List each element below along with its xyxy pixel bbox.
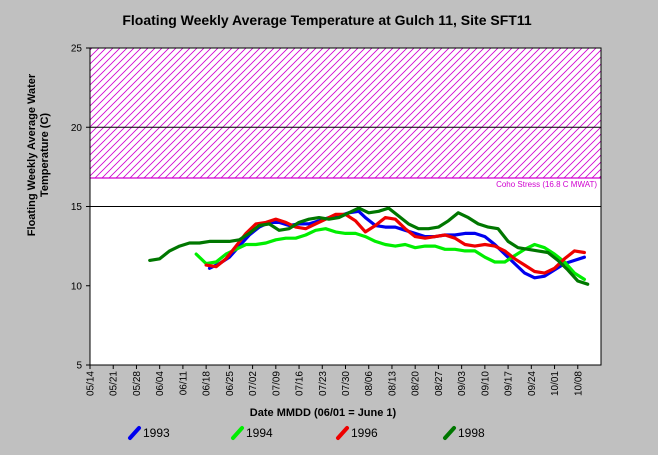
x-tick-label-06-25: 06/25	[225, 371, 236, 396]
legend-swatch-1996	[336, 426, 349, 440]
x-tick-label-07-23: 07/23	[318, 371, 329, 396]
x-tick-label-07-30: 07/30	[341, 371, 352, 396]
x-tick-label-07-02: 07/02	[248, 371, 259, 396]
chart-title: Floating Weekly Average Temperature at G…	[122, 12, 531, 28]
legend-label-1998: 1998	[458, 426, 485, 440]
legend-swatch-1993	[128, 426, 141, 440]
series-line-1998	[148, 206, 590, 286]
y-axis-title-line-2: Temperature (C)	[39, 113, 51, 197]
coho-stress-label: Coho Stress (16.8 C MWAT)	[496, 180, 597, 189]
x-tick-label-10-08: 10/08	[573, 371, 584, 396]
legend-label-1996: 1996	[351, 426, 378, 440]
x-axis-ticks: 05/14 05/21 05/28 06/04 06/11 06/18 06/25 07/02…	[86, 365, 584, 396]
legend-label-1994: 1994	[246, 426, 273, 440]
x-tick-label-08-20: 08/20	[411, 371, 422, 396]
x-tick-label-05-21: 05/21	[109, 371, 120, 396]
x-tick-label-09-10: 09/10	[480, 371, 491, 396]
y-tick-label-10: 10	[71, 281, 83, 292]
y-tick-label-5: 5	[76, 361, 82, 372]
series-line-1994	[194, 227, 586, 281]
y-axis-title: Floating Weekly Average Water Temperatur…	[26, 73, 51, 236]
y-tick-label-15: 15	[71, 202, 83, 213]
series-line-1996	[204, 212, 586, 275]
legend-label-1993: 1993	[143, 426, 170, 440]
x-tick-label-07-16: 07/16	[295, 371, 306, 396]
y-axis-ticks: 5 10 15 20 25	[71, 44, 90, 372]
x-tick-label-05-28: 05/28	[132, 371, 143, 396]
x-tick-label-09-03: 09/03	[457, 371, 468, 396]
legend: 1993 1994 1996 1998	[128, 426, 485, 440]
x-tick-label-07-09: 07/09	[271, 371, 282, 396]
series-line-1993	[207, 209, 586, 280]
y-tick-label-20: 20	[71, 123, 83, 134]
x-tick-label-09-17: 09/17	[504, 371, 515, 396]
y-tick-label-25: 25	[71, 44, 83, 55]
x-tick-label-06-04: 06/04	[155, 371, 166, 396]
x-tick-label-08-06: 08/06	[364, 371, 375, 396]
x-axis-title: Date MMDD (06/01 = June 1)	[250, 407, 397, 419]
x-tick-label-08-13: 08/13	[387, 371, 398, 396]
series-lines	[148, 206, 590, 286]
x-tick-label-10-01: 10/01	[550, 371, 561, 396]
x-tick-label-09-24: 09/24	[527, 371, 538, 396]
y-axis-title-line-1: Floating Weekly Average Water	[26, 73, 38, 236]
x-tick-label-06-18: 06/18	[202, 371, 213, 396]
x-tick-label-05-14: 05/14	[86, 371, 97, 396]
x-tick-label-06-11: 06/11	[178, 371, 189, 396]
legend-swatch-1998	[443, 426, 456, 440]
x-tick-label-08-27: 08/27	[434, 371, 445, 396]
coho-stress-band	[90, 48, 601, 178]
legend-swatch-1994	[231, 426, 244, 440]
